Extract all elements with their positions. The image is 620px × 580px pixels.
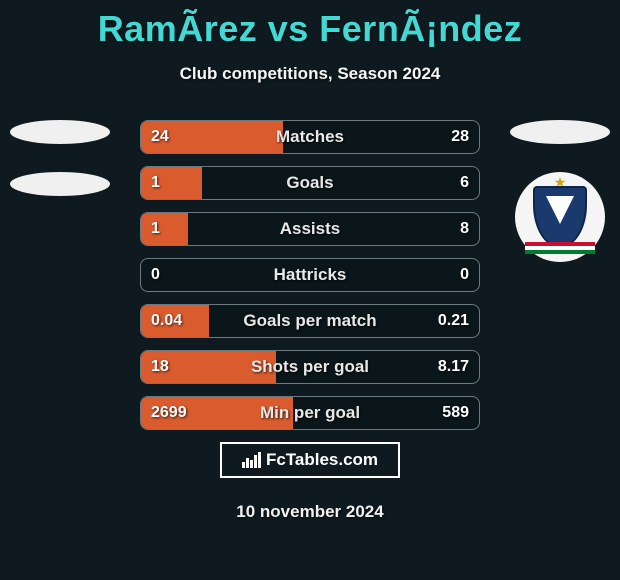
stat-row: 18Assists — [140, 212, 480, 246]
right-team-badges: ★ — [510, 120, 610, 262]
club-crest-icon: ★ — [515, 172, 605, 262]
stat-row: 16Goals — [140, 166, 480, 200]
brand-text: FcTables.com — [266, 450, 378, 470]
stat-row: 0.040.21Goals per match — [140, 304, 480, 338]
badge-placeholder-icon — [10, 120, 110, 144]
badge-placeholder-icon — [510, 120, 610, 144]
ribbon-icon — [525, 242, 595, 254]
brand-box: FcTables.com — [220, 442, 400, 478]
stat-row: 188.17Shots per goal — [140, 350, 480, 384]
stats-table: 2428Matches 16Goals 18Assists 00Hattricks 0.… — [140, 120, 480, 442]
stat-label: Goals per match — [141, 311, 479, 331]
page-subtitle: Club competitions, Season 2024 — [0, 64, 620, 84]
stat-label: Hattricks — [141, 265, 479, 285]
stat-label: Min per goal — [141, 403, 479, 423]
page-title: RamÃ­rez vs FernÃ¡ndez — [0, 0, 620, 50]
stat-label: Matches — [141, 127, 479, 147]
footer-date: 10 november 2024 — [0, 502, 620, 522]
stat-label: Shots per goal — [141, 357, 479, 377]
stat-row: 2428Matches — [140, 120, 480, 154]
badge-placeholder-icon — [10, 172, 110, 196]
stat-label: Goals — [141, 173, 479, 193]
stat-row: 2699589Min per goal — [140, 396, 480, 430]
stat-row: 00Hattricks — [140, 258, 480, 292]
left-team-badges — [10, 120, 110, 224]
stat-label: Assists — [141, 219, 479, 239]
bar-chart-icon — [242, 452, 262, 468]
